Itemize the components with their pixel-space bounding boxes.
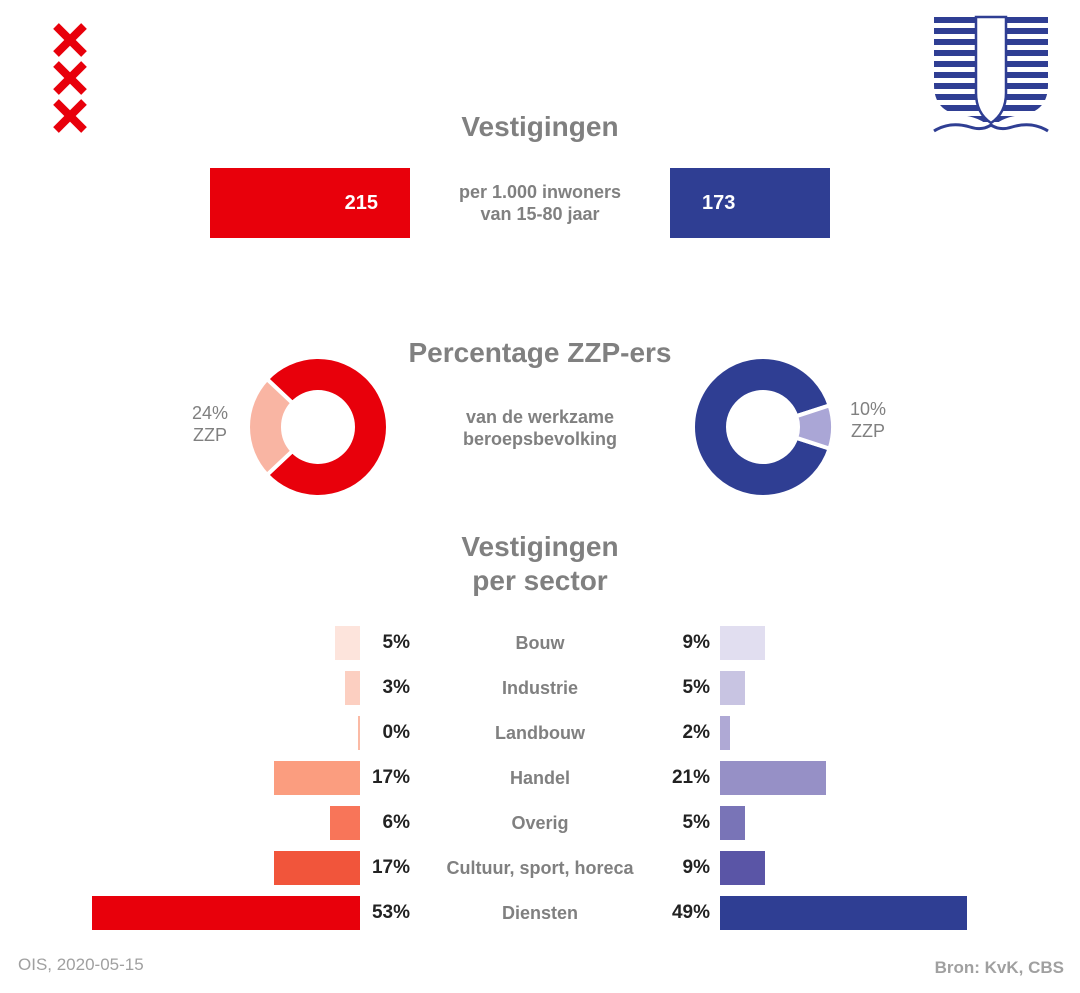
sector-bar-right	[720, 806, 746, 840]
sector-pct-right: 2%	[682, 722, 710, 743]
sector-category-label: Cultuur, sport, horeca	[446, 858, 634, 878]
section2-subtitle-line2: beroepsbevolking	[462, 429, 618, 449]
sector-category-label: Overig	[511, 813, 569, 833]
sector-pct-right: 9%	[682, 632, 710, 653]
sector-bar-left	[334, 626, 360, 660]
bigbar-right: 173	[670, 168, 830, 238]
sector-pct-right: 21%	[671, 767, 710, 788]
sector-category-label: Landbouw	[495, 723, 585, 743]
sector-bar-left	[344, 671, 360, 705]
bigbar-right-value: 173	[702, 192, 736, 214]
sector-bar-left	[329, 806, 360, 840]
sector-category-label: Handel	[509, 768, 570, 788]
donut-right-zzp: ZZP	[851, 421, 885, 441]
sector-pct-left: 53%	[371, 902, 410, 923]
section1-subtitle: per 1.000 inwoners van 15-80 jaar	[420, 181, 660, 225]
sector-pct-left: 17%	[371, 857, 410, 878]
bigbar-left: 215	[210, 168, 410, 238]
sector-category-label: Diensten	[501, 903, 579, 923]
footer-source: Bron: KvK, CBS	[934, 958, 1064, 977]
right-donut-main-slice	[691, 355, 833, 499]
sector-category-label: Bouw	[515, 633, 565, 653]
sector-pct-right: 5%	[682, 812, 710, 833]
sector-pct-right: 9%	[682, 857, 710, 878]
sector-pct-left: 0%	[382, 722, 410, 743]
footer-date: OIS, 2020-05-15	[18, 955, 144, 974]
section3-title: Vestigingen per sector	[0, 530, 1080, 598]
donut-left-pct: 24%	[191, 403, 229, 423]
sector-bar-right	[720, 671, 746, 705]
sector-bar-right	[720, 761, 827, 795]
section3-title-line2: per sector	[472, 565, 608, 596]
sector-pct-left: 3%	[382, 677, 410, 698]
donut-right-pct: 10%	[849, 399, 887, 419]
sector-pct-left: 6%	[382, 812, 410, 833]
sector-bar-left	[274, 851, 360, 885]
sector-bar-right	[720, 851, 766, 885]
section1-subtitle-line2: van 15-80 jaar	[480, 204, 600, 224]
sector-pct-left: 5%	[382, 632, 410, 653]
section2-subtitle: van de werkzame beroepsbevolking	[420, 406, 660, 450]
sector-bar-left	[92, 896, 360, 930]
sector-bar-right	[720, 716, 731, 750]
bigbar-left-value: 215	[344, 192, 378, 214]
sector-pct-left: 17%	[371, 767, 410, 788]
amsterdam-crosses-logo	[53, 23, 87, 133]
left-donut-main-slice	[264, 355, 390, 499]
right-donut-zzp-slice	[793, 402, 835, 452]
donut-left	[246, 355, 390, 499]
donut-left-label: 24% ZZP	[170, 402, 250, 446]
donut-left-zzp: ZZP	[193, 425, 227, 445]
donut-right	[691, 355, 835, 499]
sector-bar-right	[720, 896, 968, 930]
section1-subtitle-line1: per 1.000 inwoners	[458, 182, 622, 202]
section3-title-line1: Vestigingen	[461, 531, 619, 562]
sector-bar-left	[358, 716, 360, 750]
sector-pct-right: 49%	[671, 902, 710, 923]
leiden-shield-logo	[933, 15, 1049, 133]
sector-bar-right	[720, 626, 766, 660]
section2-subtitle-line1: van de werkzame	[465, 407, 615, 427]
sector-pct-right: 5%	[682, 677, 710, 698]
sector-bar-left	[274, 761, 360, 795]
left-donut-zzp-slice	[246, 376, 296, 478]
sector-category-label: Industrie	[501, 678, 578, 698]
section2-title: Percentage ZZP-ers	[408, 337, 672, 368]
section1-title: Vestigingen	[461, 111, 619, 142]
donut-right-label: 10% ZZP	[828, 398, 908, 442]
